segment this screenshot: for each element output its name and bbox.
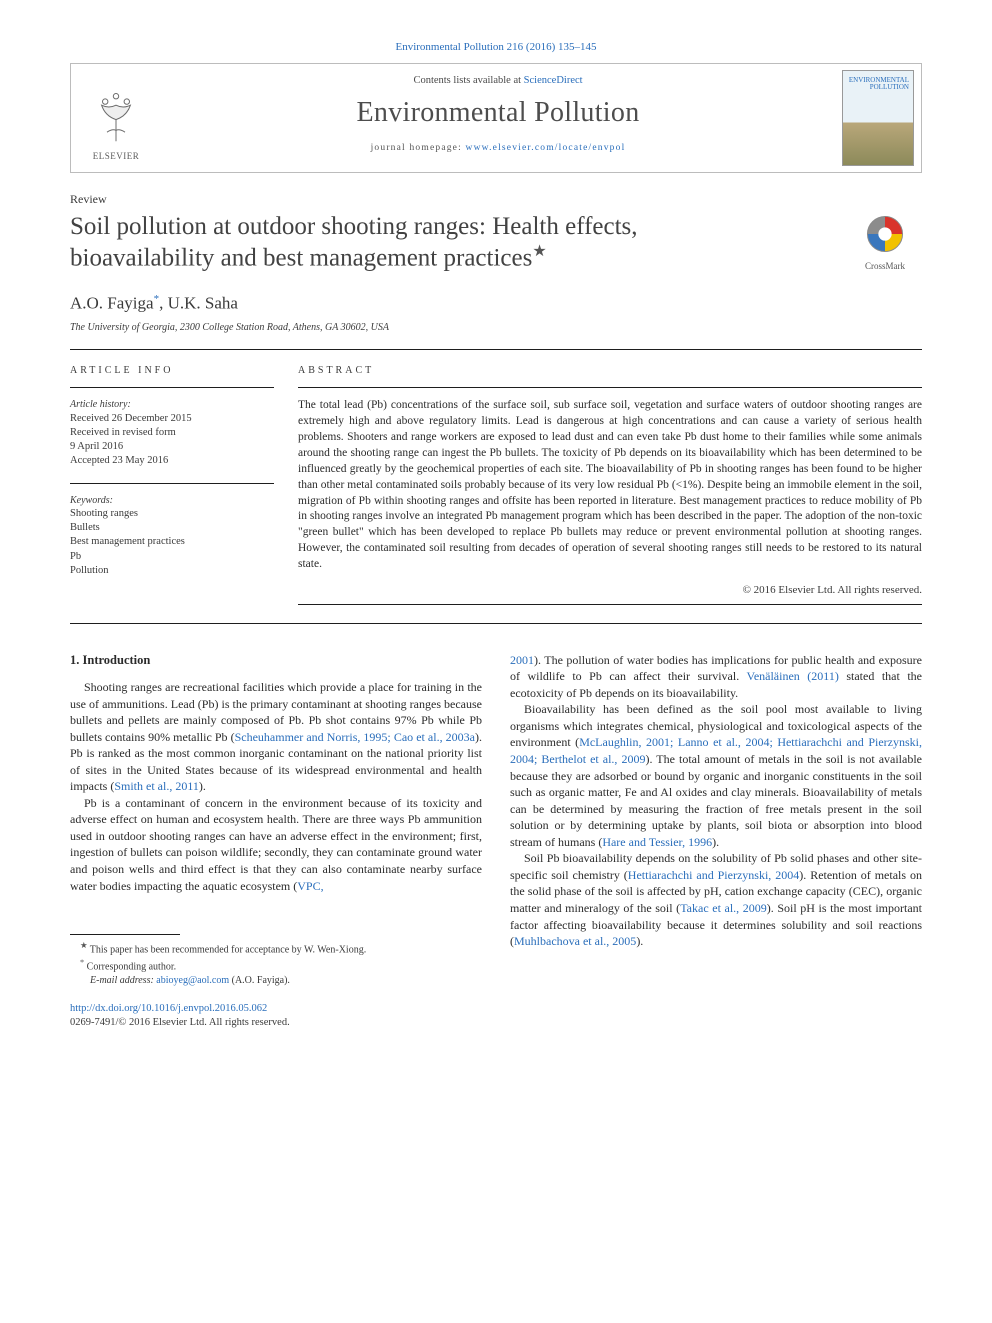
abstract-heading: ABSTRACT [298, 364, 922, 378]
article-type: Review [70, 191, 922, 207]
footnote-star: ★ This paper has been recommended for ac… [70, 940, 482, 957]
abstract-copyright: © 2016 Elsevier Ltd. All rights reserved… [298, 583, 922, 598]
contents-prefix: Contents lists available at [413, 75, 523, 86]
fn2-text: Corresponding author. [87, 962, 176, 973]
citation-smith[interactable]: Smith et al., 2011 [114, 779, 199, 793]
citation-vpc-cont[interactable]: 2001 [510, 653, 534, 667]
keywords-label: Keywords: [70, 494, 274, 508]
citation-venalainen[interactable]: Venäläinen (2011) [746, 669, 838, 683]
footnotes-block: ★ This paper has been recommended for ac… [70, 934, 482, 988]
right-paragraph-3: Soil Pb bioavailability depends on the s… [510, 850, 922, 949]
keyword-1: Shooting ranges [70, 507, 274, 521]
right-paragraph-2: Bioavailability has been defined as the … [510, 701, 922, 850]
crossmark-badge[interactable]: CrossMark [848, 215, 922, 272]
article-title: Soil pollution at outdoor shooting range… [70, 211, 832, 274]
email-tail: (A.O. Fayiga). [229, 975, 290, 986]
title-footnote-star: ★ [532, 243, 546, 260]
article-info-column: ARTICLE INFO Article history: Received 2… [70, 350, 274, 615]
rp2c: ). [712, 835, 719, 849]
article-history-label: Article history: [70, 398, 274, 412]
keyword-4: Pb [70, 550, 274, 564]
citation-scheuhammer[interactable]: Scheuhammer and Norris, 1995; Cao et al.… [235, 730, 475, 744]
citation-muhlbachova[interactable]: Muhlbachova et al., 2005 [514, 934, 636, 948]
rp3d: ). [636, 934, 643, 948]
journal-homepage-line: journal homepage: www.elsevier.com/locat… [169, 142, 827, 155]
title-line-1: Soil pollution at outdoor shooting range… [70, 213, 638, 240]
title-line-2: bioavailability and best management prac… [70, 245, 532, 272]
author-2: U.K. Saha [168, 294, 238, 313]
abstract-text: The total lead (Pb) concentrations of th… [298, 398, 922, 572]
page-footer-block: http://dx.doi.org/10.1016/j.envpol.2016.… [70, 1002, 922, 1030]
journal-name: Environmental Pollution [169, 94, 827, 132]
corresponding-email-link[interactable]: abioyeg@aol.com [156, 975, 229, 986]
citation-hettiarachchi[interactable]: Hettiarachchi and Pierzynski, 2004 [628, 868, 799, 882]
doi-link[interactable]: http://dx.doi.org/10.1016/j.envpol.2016.… [70, 1002, 922, 1016]
journal-cover-thumbnail: ENVIRONMENTAL POLLUTION [842, 70, 914, 166]
history-accepted: Accepted 23 May 2016 [70, 454, 274, 468]
crossmark-label: CrossMark [865, 260, 905, 272]
section-1-heading: 1. Introduction [70, 652, 482, 669]
intro-paragraph-1: Shooting ranges are recreational facilit… [70, 679, 482, 795]
keyword-5: Pollution [70, 564, 274, 578]
elsevier-tree-icon [89, 89, 143, 148]
keyword-3: Best management practices [70, 535, 274, 549]
affiliation: The University of Georgia, 2300 College … [70, 321, 922, 335]
article-info-heading: ARTICLE INFO [70, 364, 274, 378]
journal-reference: Environmental Pollution 216 (2016) 135–1… [70, 40, 922, 55]
footnote-email: E-mail address: abioyeg@aol.com (A.O. Fa… [70, 974, 482, 988]
divider-mid [70, 623, 922, 624]
publisher-name: ELSEVIER [93, 150, 140, 162]
crossmark-icon [866, 215, 904, 258]
history-revised-1: Received in revised form [70, 426, 274, 440]
sciencedirect-link[interactable]: ScienceDirect [524, 75, 583, 86]
publisher-logo-block: ELSEVIER [71, 64, 161, 172]
citation-hare-tessier[interactable]: Hare and Tessier, 1996 [602, 835, 712, 849]
issn-copyright: 0269-7491/© 2016 Elsevier Ltd. All right… [70, 1016, 922, 1030]
abstract-column: ABSTRACT The total lead (Pb) concentrati… [298, 350, 922, 615]
fn1-text: This paper has been recommended for acce… [90, 944, 366, 955]
email-label: E-mail address: [90, 975, 156, 986]
footnote-corresponding: * Corresponding author. [70, 957, 482, 974]
author-separator: , [159, 294, 168, 313]
journal-masthead: ELSEVIER Contents lists available at Sci… [70, 63, 922, 173]
history-revised-2: 9 April 2016 [70, 440, 274, 454]
intro-paragraph-2: Pb is a contaminant of concern in the en… [70, 795, 482, 894]
contents-available-line: Contents lists available at ScienceDirec… [169, 74, 827, 88]
author-1: A.O. Fayiga [70, 294, 154, 313]
body-two-columns: 1. Introduction Shooting ranges are recr… [70, 652, 922, 988]
keyword-2: Bullets [70, 521, 274, 535]
journal-homepage-link[interactable]: www.elsevier.com/locate/envpol [466, 143, 626, 153]
citation-vpc[interactable]: VPC, [297, 879, 323, 893]
homepage-prefix: journal homepage: [371, 143, 466, 153]
right-paragraph-1: 2001). The pollution of water bodies has… [510, 652, 922, 702]
column-right: 2001). The pollution of water bodies has… [510, 652, 922, 988]
history-received: Received 26 December 2015 [70, 412, 274, 426]
authors-line: A.O. Fayiga*, U.K. Saha [70, 292, 922, 316]
column-left: 1. Introduction Shooting ranges are recr… [70, 652, 482, 988]
citation-takac[interactable]: Takac et al., 2009 [680, 901, 767, 915]
cover-caption: ENVIRONMENTAL POLLUTION [843, 77, 909, 92]
p2a: Pb is a contaminant of concern in the en… [70, 796, 482, 893]
p1c: ). [199, 779, 206, 793]
